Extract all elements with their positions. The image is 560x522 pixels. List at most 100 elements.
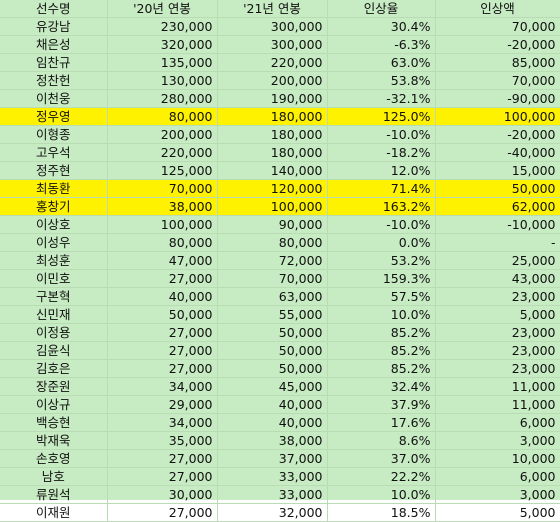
table-row: 구본혁 40,000 63,000 57.5% 23,000: [0, 287, 560, 306]
header-raise-amount: 인상액: [435, 0, 560, 18]
cell-raise-rate: 85.2%: [327, 323, 436, 342]
cell-salary-2021: 120,000: [217, 179, 328, 198]
table-body: 유강남 230,000 300,000 30.4% 70,000 채은성 320,000 30…: [0, 17, 560, 522]
cell-salary-2020: 220,000: [107, 143, 218, 162]
cell-player-name: 고우석: [0, 143, 108, 162]
cell-player-name: 구본혁: [0, 287, 108, 306]
cell-raise-amount: -90,000: [435, 89, 560, 108]
table-row: 이재원 27,000 32,000 18.5% 5,000: [0, 503, 560, 522]
cell-raise-rate: 10.0%: [327, 485, 436, 504]
cell-raise-rate: -10.0%: [327, 215, 436, 234]
cell-player-name: 이상호: [0, 215, 108, 234]
cell-raise-rate: 30.4%: [327, 17, 436, 36]
cell-raise-amount: 6,000: [435, 413, 560, 432]
table-row: 장준원 34,000 45,000 32.4% 11,000: [0, 377, 560, 396]
cell-salary-2021: 180,000: [217, 107, 328, 126]
cell-salary-2021: 200,000: [217, 71, 328, 90]
cell-player-name: 이재원: [0, 503, 108, 522]
cell-raise-rate: -18.2%: [327, 143, 436, 162]
cell-raise-rate: 57.5%: [327, 287, 436, 306]
cell-raise-amount: 5,000: [435, 503, 560, 522]
cell-player-name: 장준원: [0, 377, 108, 396]
cell-salary-2020: 230,000: [107, 17, 218, 36]
cell-player-name: 이천웅: [0, 89, 108, 108]
cell-salary-2020: 27,000: [107, 341, 218, 360]
cell-player-name: 정주현: [0, 161, 108, 180]
cell-player-name: 신민재: [0, 305, 108, 324]
cell-salary-2021: 80,000: [217, 233, 328, 252]
cell-salary-2021: 72,000: [217, 251, 328, 270]
cell-salary-2021: 37,000: [217, 449, 328, 468]
cell-raise-amount: 3,000: [435, 485, 560, 504]
cell-raise-rate: 53.2%: [327, 251, 436, 270]
cell-salary-2021: 300,000: [217, 17, 328, 36]
cell-raise-amount: 25,000: [435, 251, 560, 270]
cell-player-name: 정찬헌: [0, 71, 108, 90]
cell-salary-2020: 135,000: [107, 53, 218, 72]
cell-salary-2020: 27,000: [107, 449, 218, 468]
cell-raise-amount: 6,000: [435, 467, 560, 486]
cell-salary-2021: 90,000: [217, 215, 328, 234]
table-row: 정우영 80,000 180,000 125.0% 100,000: [0, 107, 560, 126]
cell-raise-rate: 17.6%: [327, 413, 436, 432]
table-row: 유강남 230,000 300,000 30.4% 70,000: [0, 17, 560, 36]
table-row: 채은성 320,000 300,000 -6.3% -20,000: [0, 35, 560, 54]
cell-raise-amount: 70,000: [435, 17, 560, 36]
cell-player-name: 백승현: [0, 413, 108, 432]
cell-salary-2021: 63,000: [217, 287, 328, 306]
cell-salary-2021: 100,000: [217, 197, 328, 216]
cell-salary-2020: 130,000: [107, 71, 218, 90]
cell-salary-2020: 27,000: [107, 467, 218, 486]
cell-salary-2020: 27,000: [107, 269, 218, 288]
table-row: 신민재 50,000 55,000 10.0% 5,000: [0, 305, 560, 324]
cell-salary-2020: 47,000: [107, 251, 218, 270]
cell-raise-rate: 85.2%: [327, 341, 436, 360]
cell-salary-2020: 38,000: [107, 197, 218, 216]
cell-salary-2021: 50,000: [217, 341, 328, 360]
cell-raise-rate: 53.8%: [327, 71, 436, 90]
cell-raise-rate: 0.0%: [327, 233, 436, 252]
table-row: 박재욱 35,000 38,000 8.6% 3,000: [0, 431, 560, 450]
table-row: 홍창기 38,000 100,000 163.2% 62,000: [0, 197, 560, 216]
cell-raise-rate: 125.0%: [327, 107, 436, 126]
cell-player-name: 이상규: [0, 395, 108, 414]
cell-raise-rate: 85.2%: [327, 359, 436, 378]
table-row: 남호 27,000 33,000 22.2% 6,000: [0, 467, 560, 486]
table-row: 정찬헌 130,000 200,000 53.8% 70,000: [0, 71, 560, 90]
table-row: 김호은 27,000 50,000 85.2% 23,000: [0, 359, 560, 378]
table-row: 이민호 27,000 70,000 159.3% 43,000: [0, 269, 560, 288]
header-player-name: 선수명: [0, 0, 108, 18]
cell-salary-2021: 33,000: [217, 485, 328, 504]
cell-salary-2020: 80,000: [107, 233, 218, 252]
cell-player-name: 유강남: [0, 17, 108, 36]
table-row: 이형종 200,000 180,000 -10.0% -20,000: [0, 125, 560, 144]
table-row: 이천웅 280,000 190,000 -32.1% -90,000: [0, 89, 560, 108]
cell-player-name: 이형종: [0, 125, 108, 144]
table-row: 이상호 100,000 90,000 -10.0% -10,000: [0, 215, 560, 234]
cell-salary-2021: 70,000: [217, 269, 328, 288]
cell-raise-rate: 63.0%: [327, 53, 436, 72]
cell-raise-amount: 100,000: [435, 107, 560, 126]
cell-salary-2020: 34,000: [107, 413, 218, 432]
cell-player-name: 손호영: [0, 449, 108, 468]
table-row: 최동환 70,000 120,000 71.4% 50,000: [0, 179, 560, 198]
table-row: 김윤식 27,000 50,000 85.2% 23,000: [0, 341, 560, 360]
cell-raise-amount: -20,000: [435, 125, 560, 144]
cell-player-name: 최동환: [0, 179, 108, 198]
cell-player-name: 김호은: [0, 359, 108, 378]
cell-raise-amount: 50,000: [435, 179, 560, 198]
cell-salary-2020: 100,000: [107, 215, 218, 234]
cell-salary-2020: 27,000: [107, 323, 218, 342]
cell-player-name: 최성훈: [0, 251, 108, 270]
cell-salary-2021: 180,000: [217, 125, 328, 144]
cell-salary-2021: 50,000: [217, 323, 328, 342]
cell-raise-rate: 37.9%: [327, 395, 436, 414]
cell-raise-rate: 8.6%: [327, 431, 436, 450]
cell-player-name: 임찬규: [0, 53, 108, 72]
cell-salary-2020: 35,000: [107, 431, 218, 450]
table-row: 정주현 125,000 140,000 12.0% 15,000: [0, 161, 560, 180]
cell-raise-amount: 15,000: [435, 161, 560, 180]
cell-salary-2021: 180,000: [217, 143, 328, 162]
cell-salary-2020: 70,000: [107, 179, 218, 198]
